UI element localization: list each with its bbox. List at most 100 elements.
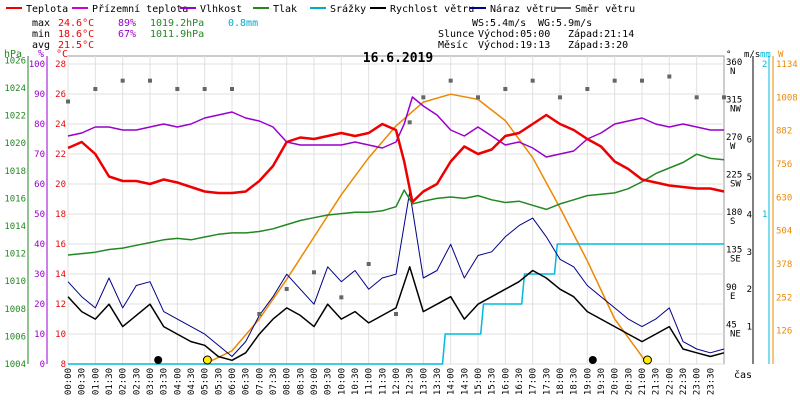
wind-direction-point [476,95,480,100]
moon-rise: Východ:19:13 [478,39,550,51]
tick-pct: 50 [34,210,45,220]
x-tick-label: 23:00 [693,368,703,395]
x-tick-label: 23:30 [706,368,716,395]
stat-max-press: 1019.2hPa [150,18,204,29]
tick-ms: 2 [747,285,752,295]
stat-max-temp: 24.6°C [58,18,94,29]
tick-pct: 30 [34,270,45,280]
x-tick-label: 22:30 [679,368,689,395]
wind-direction-point [93,87,98,91]
x-tick-label: 06:30 [242,368,252,395]
stat-max-label: max [32,18,50,29]
moon-set: Západ:3:20 [568,39,628,51]
x-tick-label: 18:30 [570,368,580,395]
tick-pct: 60 [34,180,45,190]
x-tick-label: 05:30 [214,368,224,395]
tick-hpa: 1018 [4,167,26,177]
tick-mm: 1 [762,210,767,220]
sun-label: Slunce [438,29,474,40]
wind-direction-point [694,95,699,100]
x-tick-label: 18:00 [556,368,566,395]
wind-direction-point [202,87,207,91]
x-tick-label: 12:00 [392,368,402,395]
wind-sun-moon-info: WS:5.4m/s WG:5.9m/s Slunce Východ:05:00 … [438,18,634,51]
x-tick-label: 20:30 [624,368,634,395]
tick-degc: 16 [55,240,66,250]
tick-degc: 28 [55,60,66,70]
legend-label: Náraz větru [490,3,556,15]
x-tick-label: 16:00 [501,368,511,395]
x-tick-label: 17:00 [529,368,539,395]
axis-label-dir: ° [726,50,731,60]
tick-ms: 6 [747,136,752,146]
tick-ms: 3 [747,248,752,258]
stat-min-temp: 18.6°C [58,29,94,40]
wind-direction-point [66,99,70,104]
x-tick-label: 00:00 [64,368,74,395]
sun-rise: Východ:05:00 [478,28,550,40]
sun-marker [202,355,212,365]
tick-dir-compass: SW [730,180,741,190]
tick-hpa: 1016 [4,194,26,204]
wind-direction-point [421,95,426,100]
right-axes: °45NE90E135SE180S225SW270W315NW360Nm/s12… [726,50,798,364]
stat-min-hum: 67% [118,29,136,40]
axis-label-degc: °C [56,49,68,60]
tick-w: 630 [776,193,792,203]
tick-hpa: 1024 [4,84,26,94]
series-line-tlak [67,153,725,256]
tick-degc: 18 [55,210,66,220]
tick-degc: 10 [55,330,66,340]
tick-dir-compass: NW [730,105,741,115]
tick-ms: 4 [747,210,752,220]
tick-dir-compass: E [730,292,735,302]
x-tick-label: 07:00 [255,368,265,395]
tick-pct: 20 [34,300,45,310]
x-tick-label: 10:30 [351,368,361,395]
tick-mm: 2 [762,60,767,70]
wind-direction-point [612,78,617,83]
tick-dir-compass: SE [730,255,741,265]
marker-layer [154,355,652,365]
x-tick-label: 21:00 [638,368,648,395]
stat-avg-temp: 21.5°C [58,40,94,51]
tick-hpa: 1022 [4,112,26,122]
tick-dir: 180 [726,208,742,218]
wind-direction-point [585,87,590,91]
tick-degc: 26 [55,90,66,100]
series-line-srážky [68,243,724,365]
x-tick-label: 13:00 [419,368,429,395]
series-line-rychlost-větru [67,266,725,362]
tick-ms: 5 [747,173,752,183]
stat-avg-label: avg [32,40,50,51]
wind-direction-point [530,78,535,83]
x-tick-label: 03:00 [146,368,156,395]
x-tick-label: 10:00 [337,368,347,395]
tick-w: 504 [776,227,792,237]
tick-ms: 1 [747,323,752,333]
tick-degc: 22 [55,150,66,160]
wind-direction-point [394,312,398,316]
x-tick-label: 19:00 [583,368,593,395]
plot-frame [67,55,725,365]
x-tick-label: 08:00 [283,368,293,395]
axis-label-ms: m/s [744,50,760,60]
tick-dir-compass: S [730,217,735,227]
wind-direction-point [558,95,562,100]
tick-degc: 14 [55,270,66,280]
x-tick-label: 04:00 [173,368,183,395]
x-tick-label: 08:30 [296,368,306,395]
tick-degc: 12 [55,300,66,310]
axis-label-hpa: hPa [4,49,22,60]
tick-w: 1008 [776,93,798,103]
tick-w: 882 [776,127,792,137]
legend-label: Vlhkost [200,4,242,15]
tick-dir: 270 [726,133,742,143]
legend-label: Teplota [26,4,68,15]
tick-dir: 135 [726,246,742,256]
x-tick-label: 13:30 [433,368,443,395]
grid-lines [67,56,724,365]
x-tick-label: 14:00 [447,368,457,395]
wind-direction-point [148,78,152,83]
